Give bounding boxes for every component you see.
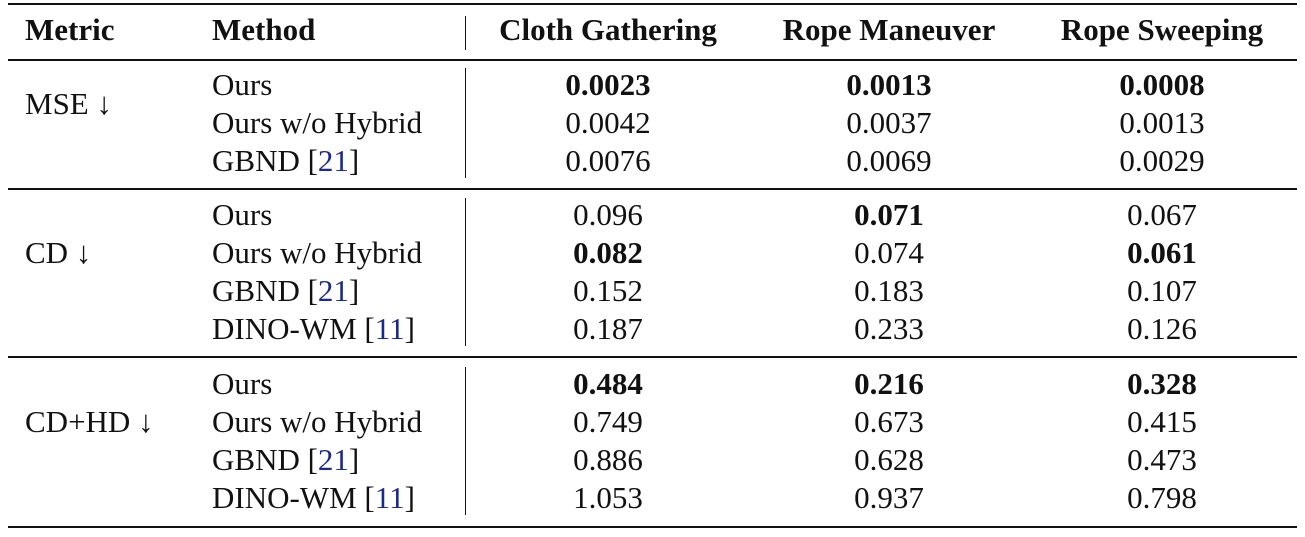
citation-bracket: [ bbox=[307, 273, 318, 308]
group-rule bbox=[8, 188, 1297, 190]
method-cell: GBND [21] bbox=[212, 143, 359, 179]
value-cell: 0.107 bbox=[1127, 273, 1197, 308]
citation-number: 21 bbox=[317, 442, 349, 477]
citation-bracket: ] bbox=[348, 273, 360, 308]
value-cell: 0.067 bbox=[1127, 197, 1197, 232]
method-cell: Ours w/o Hybrid bbox=[212, 105, 422, 141]
header-cell: Cloth Gathering bbox=[499, 12, 717, 47]
citation-bracket: [ bbox=[307, 143, 318, 178]
citation-bracket: [ bbox=[364, 311, 375, 346]
method-cell: GBND [21] bbox=[212, 442, 359, 478]
value-cell: 0.0013 bbox=[846, 67, 932, 102]
value-cell: 0.749 bbox=[573, 404, 643, 439]
group-rule bbox=[8, 356, 1297, 358]
value-cell: 0.0008 bbox=[1119, 67, 1205, 102]
value-cell: 0.233 bbox=[854, 311, 924, 346]
value-cell: 0.0013 bbox=[1119, 105, 1205, 140]
method-name: Ours bbox=[212, 67, 273, 102]
method-name: DINO-WM bbox=[212, 311, 357, 346]
citation-number: 11 bbox=[374, 311, 405, 346]
method-cell: DINO-WM [11] bbox=[212, 480, 415, 516]
method-name: Ours w/o Hybrid bbox=[212, 235, 423, 270]
method-name: DINO-WM bbox=[212, 480, 357, 515]
value-cell: 0.187 bbox=[573, 311, 643, 346]
header-rule bbox=[8, 59, 1297, 61]
value-cell: 0.152 bbox=[573, 273, 643, 308]
value-cell: 0.886 bbox=[573, 442, 643, 477]
header-divider bbox=[465, 16, 466, 50]
method-cell: Ours w/o Hybrid bbox=[212, 235, 422, 271]
column-divider bbox=[465, 198, 466, 346]
value-cell: 0.415 bbox=[1127, 404, 1197, 439]
value-cell: 0.216 bbox=[854, 366, 924, 401]
method-name: GBND bbox=[212, 143, 300, 178]
citation-bracket: [ bbox=[307, 442, 318, 477]
column-divider bbox=[465, 367, 466, 515]
header-cell: Rope Maneuver bbox=[782, 12, 996, 47]
method-name: Ours bbox=[212, 197, 273, 232]
column-divider bbox=[465, 68, 466, 178]
value-cell: 0.071 bbox=[854, 197, 924, 232]
method-name: Ours w/o Hybrid bbox=[212, 105, 423, 140]
value-cell: 0.126 bbox=[1127, 311, 1197, 346]
value-cell: 0.628 bbox=[854, 442, 924, 477]
value-cell: 0.937 bbox=[854, 480, 924, 515]
method-cell: Ours bbox=[212, 67, 272, 103]
method-name: Ours w/o Hybrid bbox=[212, 404, 423, 439]
citation-bracket: ] bbox=[404, 480, 415, 515]
value-cell: 0.473 bbox=[1127, 442, 1197, 477]
value-cell: 0.0029 bbox=[1119, 143, 1205, 178]
method-cell: GBND [21] bbox=[212, 273, 359, 309]
header-cell: Metric bbox=[25, 12, 115, 47]
method-name: Ours bbox=[212, 366, 273, 401]
value-cell: 0.484 bbox=[573, 366, 643, 401]
value-cell: 1.053 bbox=[573, 480, 643, 515]
value-cell: 0.061 bbox=[1127, 235, 1197, 270]
value-cell: 0.0076 bbox=[565, 143, 651, 178]
value-cell: 0.798 bbox=[1127, 480, 1197, 515]
value-cell: 0.096 bbox=[573, 197, 643, 232]
top-rule bbox=[8, 3, 1297, 5]
value-cell: 0.082 bbox=[573, 235, 643, 270]
value-cell: 0.673 bbox=[854, 404, 924, 439]
value-cell: 0.328 bbox=[1127, 366, 1197, 401]
metric-label: CD ↓ bbox=[25, 235, 92, 270]
citation-bracket: ] bbox=[348, 442, 360, 477]
value-cell: 0.0042 bbox=[565, 105, 651, 140]
value-cell: 0.0037 bbox=[846, 105, 932, 140]
value-cell: 0.074 bbox=[854, 235, 924, 270]
value-cell: 0.0069 bbox=[846, 143, 932, 178]
method-cell: Ours w/o Hybrid bbox=[212, 404, 422, 440]
method-name: GBND bbox=[212, 442, 300, 477]
value-cell: 0.0023 bbox=[565, 67, 651, 102]
value-cell: 0.183 bbox=[854, 273, 924, 308]
method-cell: DINO-WM [11] bbox=[212, 311, 415, 347]
header-cell: Method bbox=[212, 12, 316, 47]
citation-bracket: [ bbox=[364, 480, 375, 515]
citation-number: 21 bbox=[317, 273, 349, 308]
method-cell: Ours bbox=[212, 366, 272, 402]
method-name: GBND bbox=[212, 273, 300, 308]
metric-label: CD+HD ↓ bbox=[25, 404, 154, 439]
citation-number: 11 bbox=[374, 480, 405, 515]
method-cell: Ours bbox=[212, 197, 272, 233]
citation-number: 21 bbox=[317, 143, 349, 178]
header-cell: Rope Sweeping bbox=[1060, 12, 1264, 47]
citation-bracket: ] bbox=[404, 311, 415, 346]
bottom-rule bbox=[8, 526, 1297, 528]
citation-bracket: ] bbox=[348, 143, 360, 178]
metric-label: MSE ↓ bbox=[25, 86, 112, 121]
